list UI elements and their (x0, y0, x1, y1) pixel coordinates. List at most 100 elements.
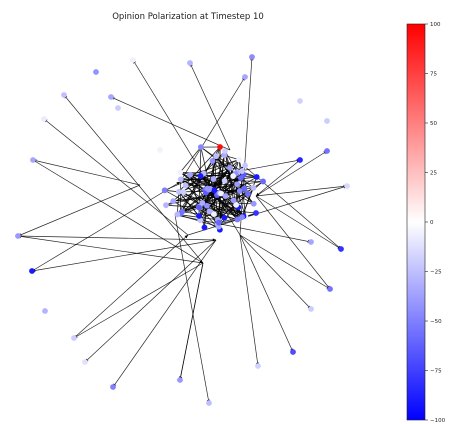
network-node (206, 400, 212, 406)
network-edge (179, 76, 246, 183)
network-edge (84, 239, 217, 363)
network-node (241, 185, 248, 192)
colorbar-tick-label: 25 (430, 171, 437, 177)
network-edge (178, 191, 200, 217)
network-node (187, 171, 193, 178)
network-node (210, 211, 217, 217)
network-node (204, 185, 211, 192)
chart-title: Opinion Polarization at Timestep 10 (112, 12, 264, 22)
network-node (222, 193, 229, 199)
network-node (227, 164, 233, 171)
network-node (161, 187, 168, 194)
network-edges (17, 56, 348, 404)
network-node (221, 177, 228, 184)
network-edge (255, 150, 328, 197)
network-node (253, 174, 260, 180)
colorbar-tick-label: 0 (430, 220, 434, 226)
colorbar-ticks: 100 75 50 25 0 −25 −50 −75 −100 (425, 22, 446, 424)
network-edge (185, 183, 238, 187)
network-edge (215, 156, 238, 220)
network-node (239, 214, 245, 221)
network-edge (239, 190, 255, 205)
network-node (239, 168, 245, 174)
edge-arrowhead (199, 259, 203, 263)
network-edge (132, 59, 241, 236)
network-edge (255, 195, 342, 250)
network-node (196, 204, 202, 211)
network-edge (225, 176, 257, 197)
network-edge (189, 159, 240, 176)
network-node (344, 183, 350, 189)
network-edge (73, 262, 204, 339)
network-node (210, 176, 217, 182)
network-node (308, 239, 314, 245)
network-node (221, 152, 228, 159)
network-edge (239, 56, 253, 236)
colorbar-tick-label: −25 (430, 270, 442, 276)
network-node (230, 197, 237, 204)
network-edge (180, 179, 207, 194)
network-edge (239, 234, 312, 310)
network-edge (224, 150, 237, 205)
network-node (174, 211, 181, 218)
network-node (250, 185, 257, 191)
network-edge (32, 159, 204, 264)
network-node (61, 92, 67, 98)
network-edge (43, 118, 189, 236)
network-edge (239, 234, 294, 353)
network-node (170, 198, 177, 204)
network-edge (32, 159, 141, 186)
network-node (206, 208, 213, 215)
network-edge (17, 184, 141, 237)
network-edge (205, 192, 225, 218)
network-node (297, 157, 303, 163)
network-node (177, 176, 184, 183)
network-edge (235, 173, 238, 220)
colorbar: 100 75 50 25 0 −25 −50 −75 −100 (406, 22, 446, 424)
network-edge (189, 174, 200, 208)
network-node (324, 118, 330, 124)
network-edge (176, 191, 180, 215)
network-node (197, 173, 204, 179)
network-node (244, 190, 251, 197)
network-node (260, 178, 266, 185)
network-node (175, 188, 182, 195)
network-edge (187, 185, 348, 236)
network-node (41, 116, 47, 122)
network-edge (235, 173, 254, 189)
network-node (115, 105, 121, 111)
network-nodes (15, 54, 350, 406)
network-edge (255, 195, 331, 290)
network-node (242, 74, 248, 80)
network-node (236, 156, 242, 163)
network-node (130, 57, 136, 63)
network-edge (199, 174, 244, 207)
network-node (253, 210, 259, 216)
network-edge (242, 164, 342, 250)
network-node (15, 233, 21, 239)
network-node (308, 306, 314, 312)
network-node (177, 377, 183, 383)
network-edge (200, 159, 240, 177)
network-node (236, 188, 243, 194)
network-node (30, 157, 36, 163)
network-node (180, 189, 187, 196)
network-node (249, 54, 255, 60)
network-node (108, 94, 114, 100)
edge-arrowhead (184, 235, 188, 239)
edge-arrowhead (256, 192, 260, 196)
network-node (255, 363, 261, 369)
network-node (211, 187, 218, 194)
network-edge (110, 96, 231, 151)
network-node (327, 286, 333, 292)
network-node (197, 144, 204, 151)
network-edge (112, 239, 217, 388)
colorbar-tick-label: −75 (430, 369, 442, 375)
network-node (163, 202, 169, 209)
network-node (234, 181, 240, 188)
network-node (215, 219, 222, 226)
network-node (218, 190, 224, 197)
network-node (187, 60, 193, 66)
network-edge (31, 239, 217, 272)
